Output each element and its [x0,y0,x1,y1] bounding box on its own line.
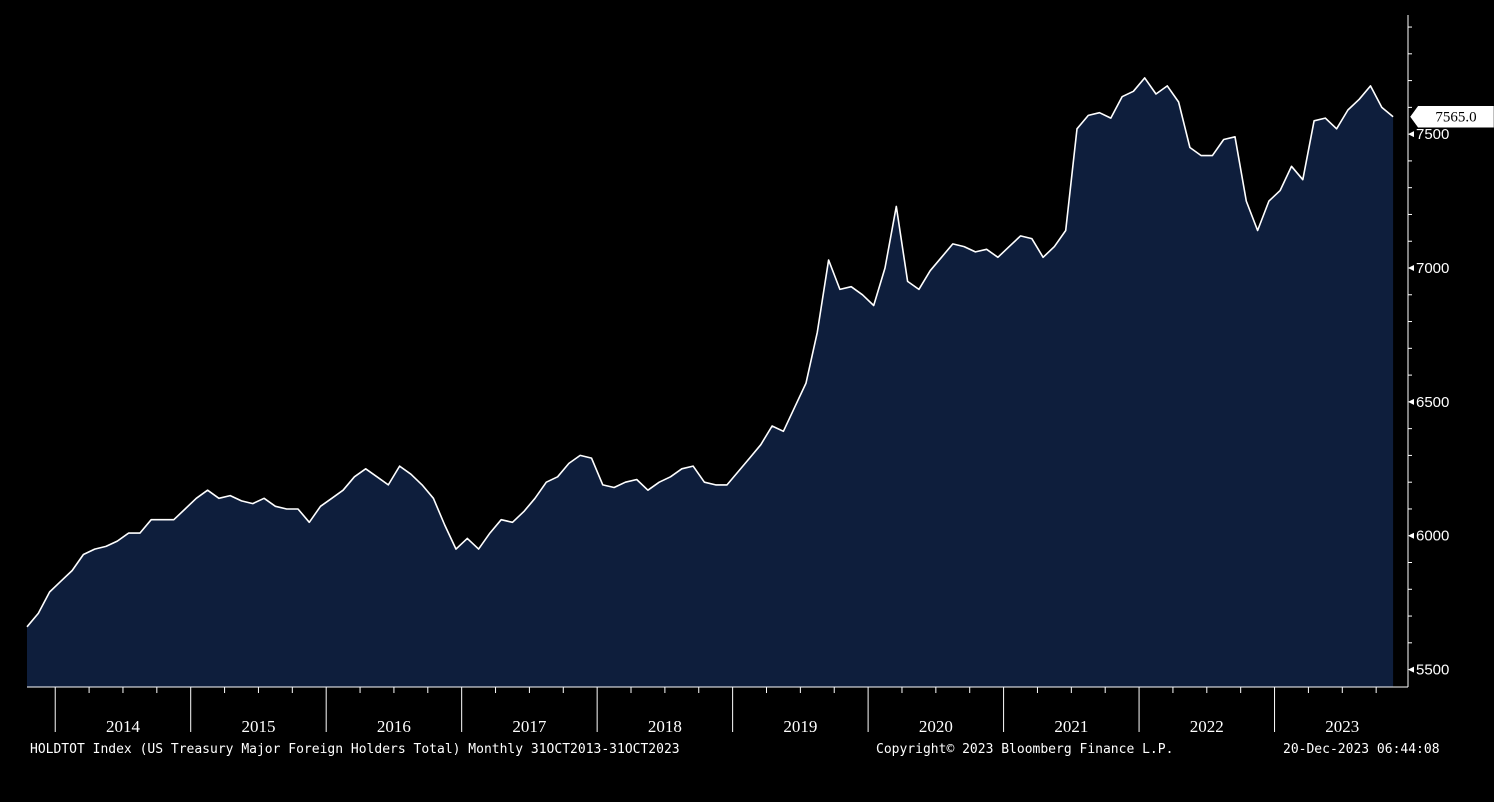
last-value-marker: 7565.0 [1409,105,1494,128]
x-tick-label: 2015 [241,717,275,736]
x-tick-label: 2021 [1054,717,1088,736]
x-axis: 2014 2015 2016 2017 2018 2019 2020 2021 2022 2023 [54,687,1377,736]
y-tick-label: 7500 [1416,126,1449,143]
x-tick-label: 2016 [377,717,411,736]
x-tick-label: 2020 [919,717,953,736]
x-tick-label: 2014 [106,717,141,736]
footer-timestamp: 20-Dec-2023 06:44:08 [1283,742,1440,757]
area-layer [26,77,1394,687]
x-tick-label: 2022 [1190,717,1224,736]
y-tick-label: 6000 [1416,528,1449,545]
last-value-label: 7565.0 [1435,110,1476,126]
y-tick-label: 6500 [1416,394,1449,411]
y-tick-mark [1408,532,1414,539]
x-tick-label: 2023 [1325,717,1359,736]
y-tick-label: 7000 [1416,260,1449,277]
y-tick-mark [1408,265,1414,272]
footer: HOLDTOT Index (US Treasury Major Foreign… [0,742,1494,764]
y-tick-mark [1408,398,1414,405]
y-tick-label: 5500 [1416,662,1449,679]
y-tick-mark [1408,131,1414,138]
axes-layer [27,15,1409,688]
y-tick-mark [1408,666,1414,673]
x-tick-label: 2017 [512,717,547,736]
x-tick-label: 2018 [648,717,682,736]
series-area [27,77,1394,687]
series-line [26,77,1394,628]
x-tick-label: 2019 [783,717,817,736]
y-axis: 5500 6000 6500 7000 7500 [1408,26,1449,679]
footer-title: HOLDTOT Index (US Treasury Major Foreign… [30,742,680,757]
last-value-flag [1409,105,1494,128]
footer-copyright: Copyright© 2023 Bloomberg Finance L.P. [876,742,1174,757]
